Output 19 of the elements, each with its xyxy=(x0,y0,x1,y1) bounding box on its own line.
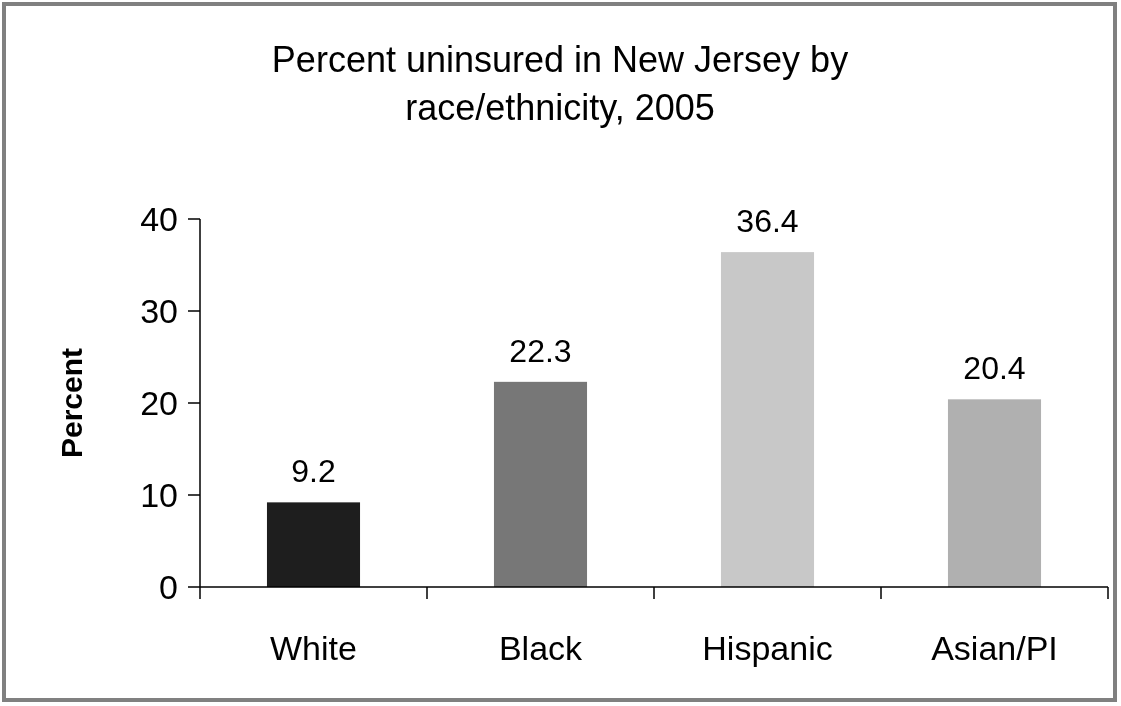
bar xyxy=(493,381,588,587)
data-label: 9.2 xyxy=(291,453,336,490)
x-tick-label: White xyxy=(270,629,357,667)
y-tick-label: 20 xyxy=(140,383,178,422)
x-tick-label: Black xyxy=(498,629,584,667)
x-tick-label: Hispanic xyxy=(702,629,833,667)
x-tick-label: Asian/PI xyxy=(931,629,1058,667)
bar xyxy=(720,252,815,587)
y-tick-label: 10 xyxy=(140,475,178,514)
data-label: 36.4 xyxy=(736,203,799,240)
y-tick-label: 0 xyxy=(159,567,178,606)
bar xyxy=(947,399,1042,587)
y-axis-title: Percent xyxy=(55,347,88,459)
chart-title: Percent uninsured in New Jersey by race/ethnicity, 2005 xyxy=(271,39,849,128)
data-label: 20.4 xyxy=(963,350,1026,387)
data-label: 22.3 xyxy=(509,332,572,369)
bar xyxy=(266,502,361,587)
y-tick-label: 30 xyxy=(140,291,178,330)
y-tick-label: 40 xyxy=(140,199,178,238)
